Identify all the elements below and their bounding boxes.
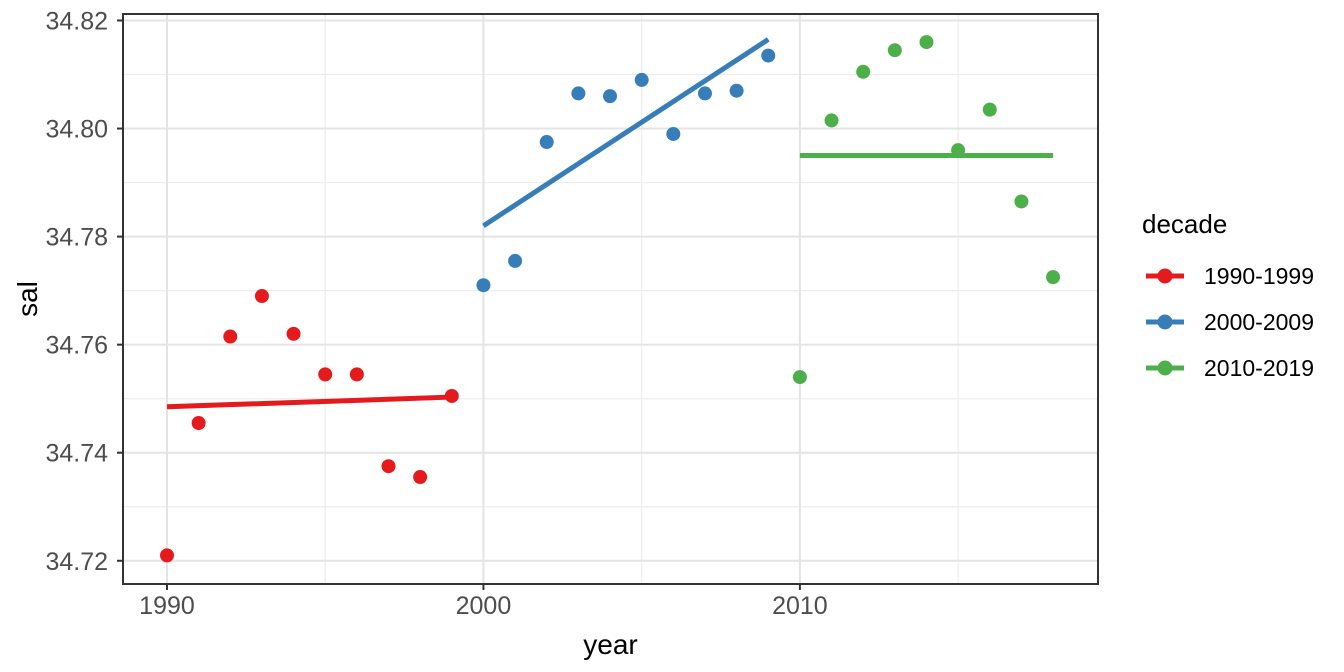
legend-item-2000-2009: 2000-2009 [1142, 299, 1314, 345]
data-point-2000-2009 [508, 253, 523, 268]
data-point-1990-1999 [318, 367, 333, 382]
data-point-2000-2009 [761, 48, 776, 63]
data-point-2000-2009 [634, 72, 649, 87]
legend-item-label: 2000-2009 [1204, 308, 1314, 335]
data-point-2000-2009 [603, 89, 618, 104]
data-point-1990-1999 [413, 470, 428, 485]
data-point-2010-2019 [792, 370, 807, 385]
data-point-1990-1999 [444, 388, 459, 403]
data-point-1990-1999 [254, 289, 269, 304]
legend-items: 1990-1999 2000-2009 2010-2019 [1142, 253, 1314, 391]
legend-key-icon [1146, 314, 1184, 330]
data-point-2000-2009 [697, 86, 712, 101]
legend-item-label: 2010-2019 [1204, 354, 1314, 381]
data-point-1990-1999 [286, 326, 301, 341]
y-tick-label: 34.80 [45, 116, 108, 144]
data-point-2010-2019 [1014, 194, 1029, 209]
data-point-2010-2019 [824, 113, 839, 128]
data-point-2000-2009 [666, 126, 681, 141]
y-tick-label: 34.78 [45, 224, 108, 252]
data-point-1990-1999 [381, 459, 396, 474]
y-tick-label: 34.82 [45, 7, 108, 35]
x-tick-label: 2000 [456, 592, 512, 620]
data-point-2010-2019 [887, 43, 902, 58]
y-tick-label: 34.74 [45, 440, 108, 468]
panel-border [122, 13, 1099, 585]
data-point-2000-2009 [729, 83, 744, 98]
data-point-2010-2019 [1046, 270, 1061, 285]
trend-line-1990-1999 [166, 394, 452, 410]
legend-item-2010-2019: 2010-2019 [1142, 345, 1314, 391]
data-point-2010-2019 [951, 143, 966, 158]
data-point-2010-2019 [982, 102, 997, 117]
trend-line-2000-2009 [482, 37, 770, 228]
data-point-1990-1999 [159, 548, 174, 563]
legend: decade 1990-1999 2000-2009 2010-2019 [1142, 210, 1314, 391]
data-point-2010-2019 [919, 35, 934, 50]
data-point-1990-1999 [223, 329, 238, 344]
x-tick-label: 2010 [772, 592, 828, 620]
y-tick-label: 34.76 [45, 332, 108, 360]
y-tick-label: 34.72 [45, 548, 108, 576]
legend-key-icon [1146, 360, 1184, 376]
x-tick-label: 1990 [139, 592, 195, 620]
y-axis-title-text: sal [12, 281, 43, 317]
legend-key-icon [1146, 268, 1184, 284]
data-point-2010-2019 [856, 64, 871, 79]
data-point-2000-2009 [539, 135, 554, 150]
data-point-2000-2009 [571, 86, 586, 101]
data-point-1990-1999 [191, 415, 206, 430]
data-point-1990-1999 [349, 367, 364, 382]
legend-item-label: 1990-1999 [1204, 262, 1314, 289]
panel-background [123, 14, 1098, 584]
data-point-2000-2009 [476, 278, 491, 293]
x-axis-title: year [583, 629, 638, 660]
legend-title: decade [1142, 209, 1228, 239]
legend-item-1990-1999: 1990-1999 [1142, 253, 1314, 299]
